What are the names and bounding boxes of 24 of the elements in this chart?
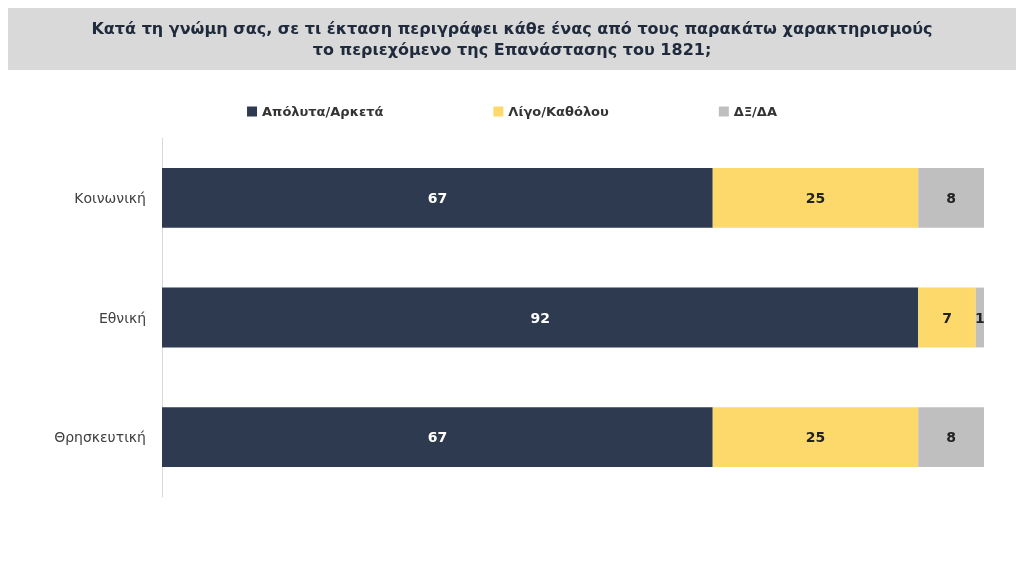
data-label: 67 <box>427 429 448 446</box>
data-label: 67 <box>427 189 448 206</box>
bar <box>918 287 976 348</box>
bar <box>918 407 984 468</box>
bar <box>162 287 919 348</box>
chart-title: Κατά τη γνώμη σας, σε τι έκταση περιγράφει κάθε ένας από τους παρακάτω χαρακτηρισμούς το περιεχόμενο της Επανάστασης του 1821; <box>90 18 934 60</box>
legend-label: ΔΞ/ΔΑ <box>733 104 777 119</box>
bar <box>712 167 919 228</box>
data-label: 25 <box>805 429 826 446</box>
data-label: 8 <box>946 189 956 206</box>
data-label: 25 <box>805 189 826 206</box>
bar <box>712 407 919 468</box>
y-tick-label: Θρησκευτική <box>54 429 146 446</box>
y-tick-label: Κοινωνική <box>74 189 146 206</box>
data-label: 92 <box>530 309 550 326</box>
y-tick-label: Εθνική <box>98 309 146 326</box>
legend-label: Λίγο/Καθόλου <box>508 104 610 119</box>
bar <box>162 167 713 228</box>
data-label: 7 <box>942 309 952 326</box>
data-label: 1 <box>975 309 985 326</box>
bar <box>918 167 984 228</box>
data-label: 8 <box>946 429 956 446</box>
legend-label: Απόλυτα/Αρκετά <box>262 104 384 119</box>
bar <box>162 407 713 468</box>
